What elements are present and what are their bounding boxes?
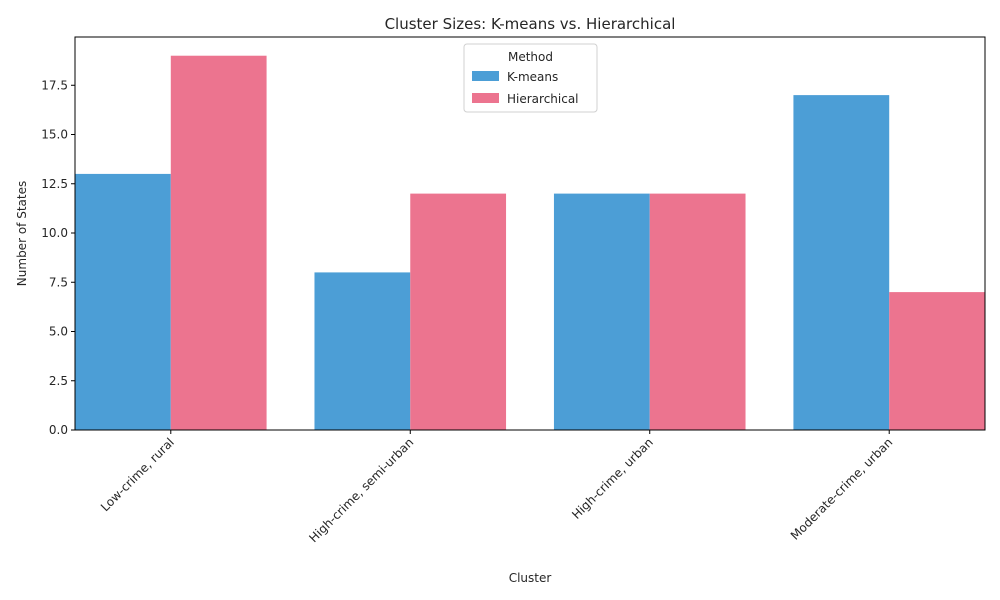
legend-swatch-kmeans xyxy=(472,71,499,81)
y-tick-label: 17.5 xyxy=(41,78,68,92)
bar-hierarchical-1 xyxy=(410,193,507,430)
bar-k-means-0 xyxy=(75,173,171,430)
x-tick-label: Moderate-crime, urban xyxy=(788,435,896,543)
y-tick-label: 5.0 xyxy=(49,325,68,339)
legend-label-kmeans: K-means xyxy=(507,70,558,84)
x-tick-label: Low-crime, rural xyxy=(98,435,177,514)
legend-title: Method xyxy=(508,50,553,64)
x-tick-label: High-crime, semi-urban xyxy=(306,435,416,545)
legend: Method K-means Hierarchical xyxy=(463,43,598,113)
bar-k-means-1 xyxy=(314,272,411,430)
bar-k-means-2 xyxy=(553,193,650,430)
bars-group xyxy=(75,55,985,430)
bar-hierarchical-0 xyxy=(170,55,267,430)
y-axis: 0.0 2.5 5.0 7.5 10.0 12.5 15.0 17.5 xyxy=(41,78,75,437)
y-tick-label: 15.0 xyxy=(41,128,68,142)
y-tick-label: 2.5 xyxy=(49,374,68,388)
plot-frame xyxy=(74,36,986,431)
legend-swatch-hierarchical xyxy=(472,93,499,103)
x-axis: Low-crime, rural High-crime, semi-urban Hi… xyxy=(98,430,895,545)
chart-title: Cluster Sizes: K-means vs. Hierarchical xyxy=(385,15,676,33)
bar-hierarchical-2 xyxy=(649,193,746,430)
y-tick-label: 7.5 xyxy=(49,275,68,289)
legend-label-hierarchical: Hierarchical xyxy=(507,92,579,106)
y-tick-label: 12.5 xyxy=(41,177,68,191)
y-tick-label: 10.0 xyxy=(41,226,68,240)
y-axis-label: Number of States xyxy=(15,181,29,286)
x-axis-label: Cluster xyxy=(509,571,552,585)
bar-hierarchical-3 xyxy=(889,292,985,430)
x-tick-label: High-crime, urban xyxy=(569,435,656,522)
y-tick-label: 0.0 xyxy=(49,423,68,437)
bar-k-means-3 xyxy=(793,95,890,430)
